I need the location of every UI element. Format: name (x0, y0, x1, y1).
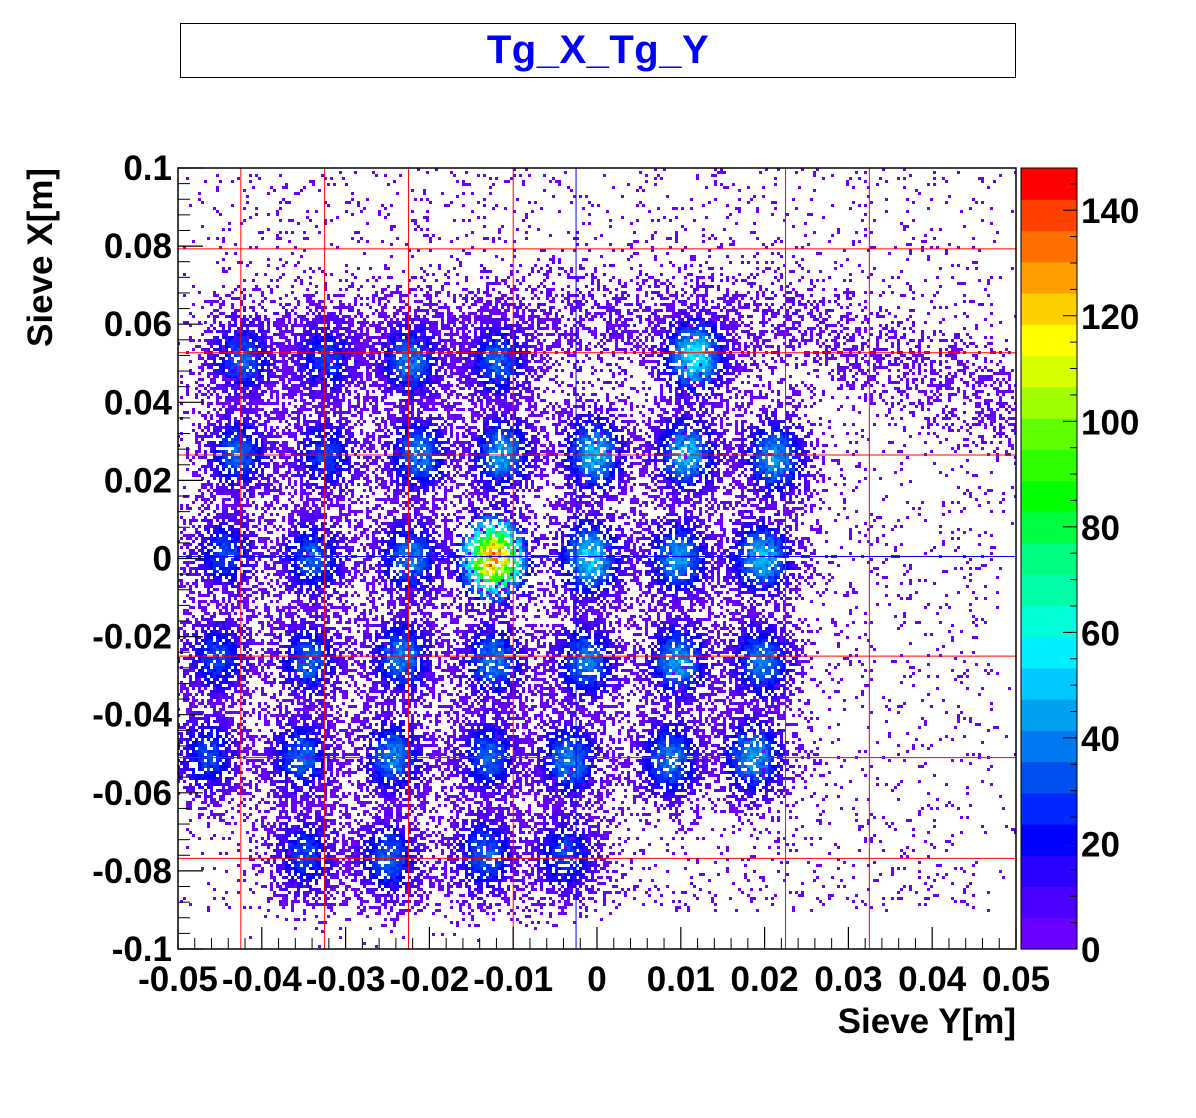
colorbar-swatch (1021, 543, 1077, 575)
hot-spot (501, 768, 633, 954)
x-tick-label: -0.03 (306, 960, 386, 999)
x-tick-label: 0.02 (731, 960, 799, 999)
colorbar-swatch (1021, 387, 1077, 419)
colorbar: 0 20 40 60 80 100 120 140 (1021, 168, 1139, 970)
colorbar-swatch (1021, 668, 1077, 700)
x-tick-label: 0.05 (982, 960, 1050, 999)
colorbar-swatch (1021, 574, 1077, 606)
y-tick-label: -0.02 (92, 618, 172, 657)
colorbar-swatch (1021, 918, 1077, 950)
colorbar-swatch (1021, 293, 1077, 325)
heatmap-layer (138, 129, 1020, 1002)
y-tick-label: 0.08 (104, 227, 172, 266)
x-axis-title: Sieve Y[m] (838, 1002, 1016, 1041)
colorbar-swatch (1021, 793, 1077, 825)
colorbar-swatch (1021, 699, 1077, 731)
colorbar-swatch (1021, 230, 1077, 262)
colorbar-swatch (1021, 324, 1077, 356)
colorbar-swatch (1021, 449, 1077, 481)
colorbar-tick-label: 20 (1081, 825, 1120, 864)
y-tick-label: 0.02 (104, 461, 172, 500)
colorbar-swatch (1021, 730, 1077, 762)
colorbar-swatch (1021, 512, 1077, 544)
colorbar-tick-label: 100 (1081, 403, 1139, 442)
colorbar-swatch (1021, 168, 1077, 200)
y-tick-label: 0 (153, 540, 172, 579)
x-tick-label: 0.04 (898, 960, 967, 999)
y-tick-label: -0.06 (92, 774, 172, 813)
colorbar-swatch (1021, 824, 1077, 856)
x-tick-label: 0 (587, 960, 606, 999)
x-tick-label: -0.02 (390, 960, 470, 999)
y-axis-title: Sieve X[m] (21, 168, 60, 347)
colorbar-tick-label: 40 (1081, 720, 1120, 759)
colorbar-swatch (1021, 199, 1077, 231)
colorbar-swatch (1021, 762, 1077, 794)
colorbar-swatch (1021, 355, 1077, 387)
y-tick-label: 0.04 (104, 383, 173, 422)
colorbar-swatch (1021, 480, 1077, 512)
chart-svg: -0.05 -0.04 -0.03 -0.02 -0.01 0 0.01 0.02 0.03 0.… (0, 0, 1196, 1118)
x-tick-label: -0.01 (473, 960, 553, 999)
colorbar-swatch (1021, 855, 1077, 887)
x-tick-label: 0.01 (647, 960, 715, 999)
colorbar-swatch (1021, 887, 1077, 919)
y-tick-label: -0.08 (92, 852, 172, 891)
colorbar-tick-label: 60 (1081, 614, 1120, 653)
y-tick-label: -0.1 (112, 930, 172, 969)
y-tick-label: -0.04 (92, 696, 172, 735)
colorbar-swatch (1021, 418, 1077, 450)
x-tick-label: 0.03 (814, 960, 882, 999)
colorbar-tick-label: 80 (1081, 509, 1120, 548)
colorbar-tick-label: 0 (1081, 931, 1100, 970)
colorbar-swatch (1021, 637, 1077, 669)
colorbar-tick-label: 120 (1081, 298, 1139, 337)
colorbar-tick-label: 140 (1081, 192, 1139, 231)
y-tick-label: 0.06 (104, 305, 172, 344)
colorbar-swatch (1021, 262, 1077, 294)
x-tick-label: -0.04 (222, 960, 302, 999)
y-tick-label: 0.1 (123, 149, 172, 188)
